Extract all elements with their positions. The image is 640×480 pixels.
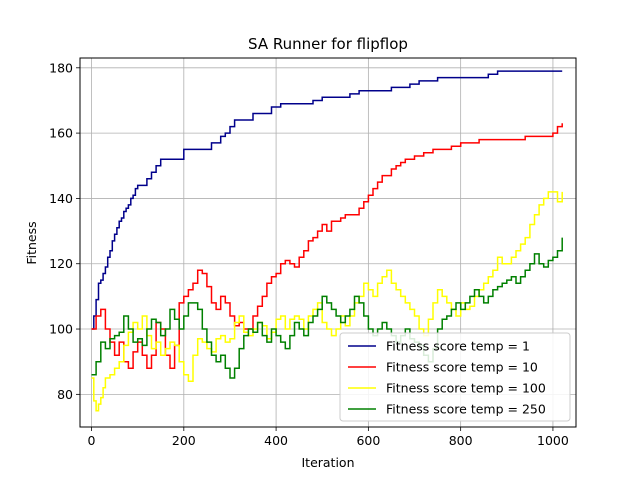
plot-frame [79, 57, 577, 428]
axis-ticks: 0 200 400 600 800 1000 80 100 120 140 160 180 [49, 60, 569, 448]
legend-label-4: Fitness score temp = 250 [386, 402, 546, 417]
x-tick-label: 1000 [537, 433, 569, 448]
legend-label-3: Fitness score temp = 100 [386, 381, 546, 396]
y-tick-label: 80 [57, 387, 73, 402]
series-line-4 [91, 237, 563, 379]
chart-title: SA Runner for flipflop [248, 35, 408, 53]
x-tick-label: 200 [172, 433, 196, 448]
legend-label-2: Fitness score temp = 10 [386, 360, 538, 375]
series-line-1 [91, 70, 563, 330]
y-tick-label: 120 [49, 256, 73, 271]
y-tick-label: 160 [49, 126, 73, 141]
legend-box [339, 332, 571, 422]
x-tick-label: 800 [449, 433, 473, 448]
x-tick-label: 400 [264, 433, 288, 448]
y-tick-label: 180 [49, 60, 73, 75]
series-line-2 [91, 123, 563, 369]
y-axis-label: Fitness [24, 221, 39, 264]
legend: Fitness score temp = 1 Fitness score temp… [339, 332, 571, 422]
y-tick-label: 100 [49, 322, 73, 337]
x-tick-label: 600 [356, 433, 380, 448]
series-lines [91, 70, 563, 412]
x-tick-label: 0 [88, 433, 96, 448]
x-axis-label: Iteration [301, 455, 354, 470]
y-tick-label: 140 [49, 191, 73, 206]
legend-label-1: Fitness score temp = 1 [386, 339, 530, 354]
